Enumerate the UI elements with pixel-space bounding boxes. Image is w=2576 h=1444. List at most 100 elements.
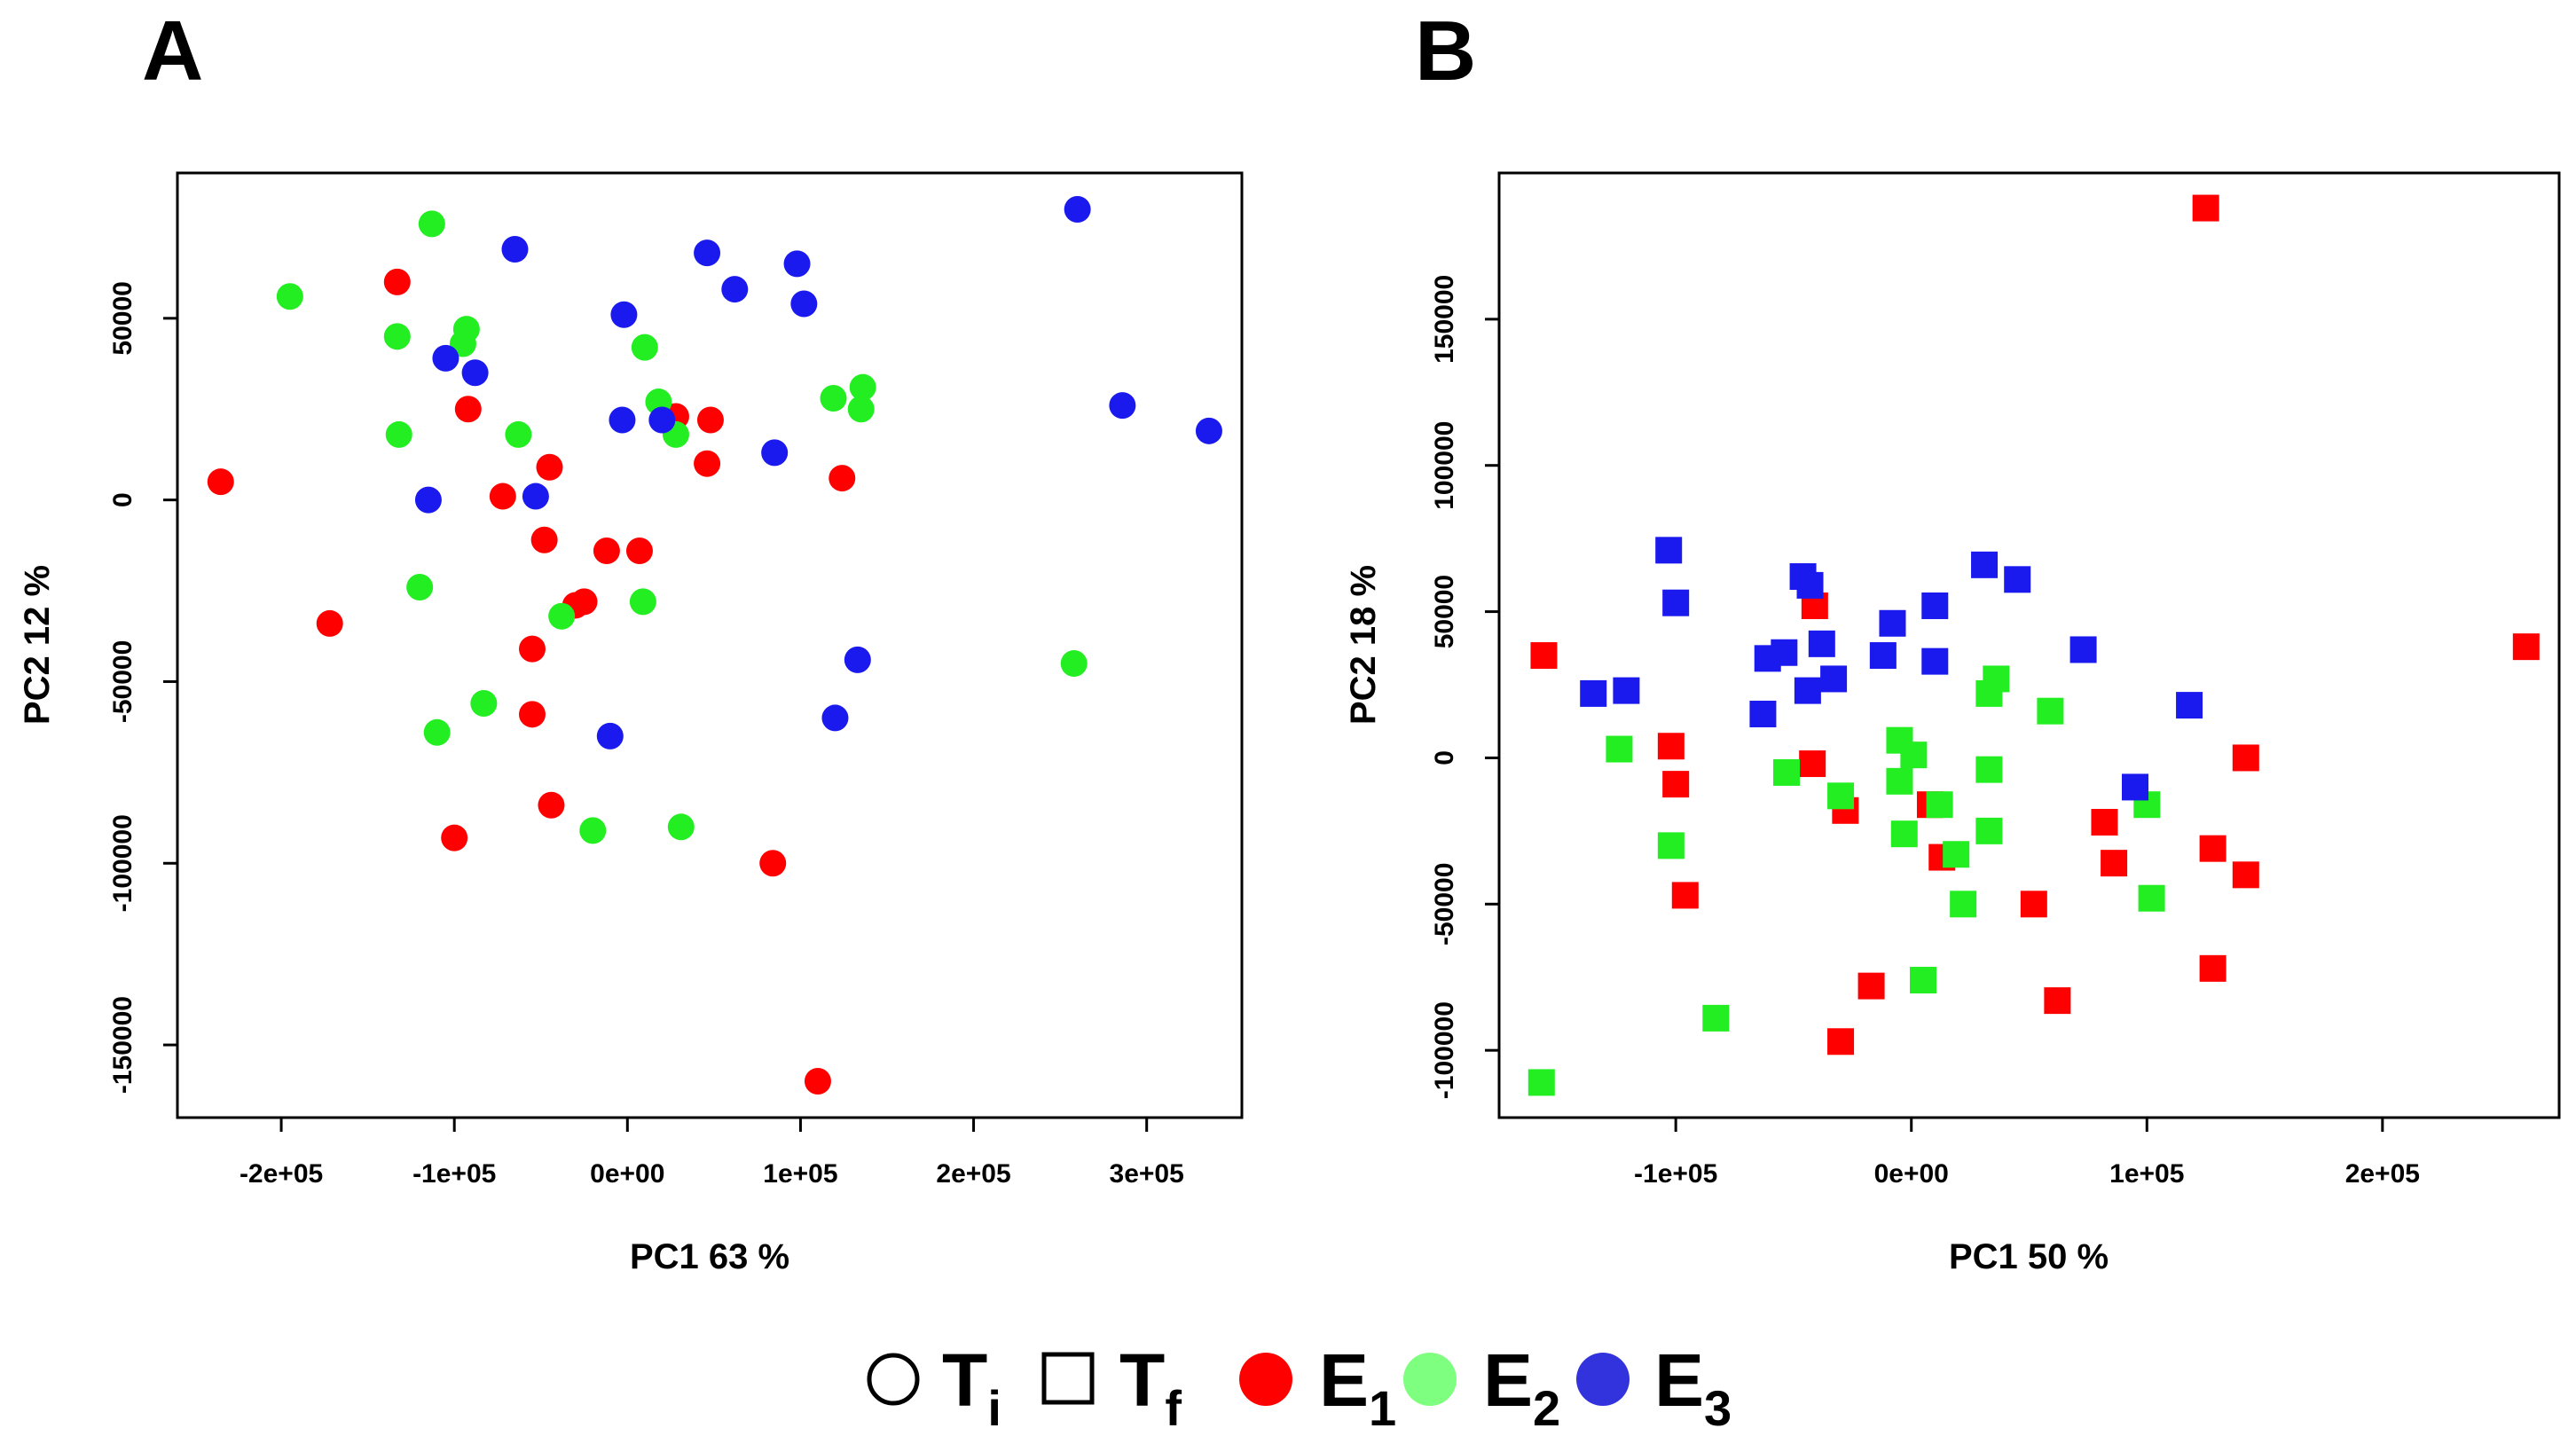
panel-a-point-e3 xyxy=(596,722,624,749)
panel-a-point-e1 xyxy=(519,635,546,663)
panel-a-point-e3 xyxy=(522,483,549,510)
panel-a-x-tick-label: 1e+05 xyxy=(763,1159,837,1189)
panel-a-x-axis-title: PC1 63 % xyxy=(630,1237,789,1276)
panel-a-point-e1 xyxy=(519,701,546,728)
legend-item-e3: E3 xyxy=(1576,1338,1732,1436)
panel-b-point-e1 xyxy=(2101,850,2128,877)
panel-b-point-e1 xyxy=(2020,891,2047,918)
panel-a-point-e2 xyxy=(406,573,434,600)
panel-a-y-axis: -150000 -100000 -50000 0 50000 xyxy=(108,281,179,1094)
panel-b-point-e3 xyxy=(1796,571,1824,599)
panel-b-point-e2 xyxy=(1900,742,1928,769)
panel-a-point-e1 xyxy=(538,791,565,819)
panel-a-point-e1 xyxy=(759,850,787,877)
panel-b-point-e3 xyxy=(1613,677,1640,704)
panel-a-x-tick-label: 2e+05 xyxy=(936,1159,1010,1189)
panel-b-point-e2 xyxy=(1975,756,2003,783)
panel-b-point-e2 xyxy=(1657,832,1685,859)
panel-b-point-e2 xyxy=(1983,665,2010,693)
panel-b-point-e3 xyxy=(1771,639,1798,666)
panel-b-points xyxy=(1528,194,2540,1096)
legend-item-ti: Ti xyxy=(867,1338,1001,1436)
legend-label-e1: E1 xyxy=(1319,1338,1396,1436)
panel-a-point-e1 xyxy=(489,483,516,510)
panel-a-x-tick-label: -2e+05 xyxy=(240,1159,323,1189)
panel-a-point-e3 xyxy=(1064,195,1091,223)
panel-b-point-e1 xyxy=(2044,987,2071,1015)
panel-a-point-e3 xyxy=(721,276,749,303)
panel-a-point-e2 xyxy=(385,420,412,448)
panel-b-point-e2 xyxy=(1528,1069,1555,1096)
panel-b-plot-frame xyxy=(1497,171,2561,1119)
panel-b-point-e3 xyxy=(2004,566,2031,593)
panel-a-point-e3 xyxy=(501,236,529,263)
panel-b-point-e1 xyxy=(2091,808,2118,836)
panel-a-point-e2 xyxy=(276,283,303,310)
panel-a-point-e1 xyxy=(441,824,468,851)
panel-a-point-e2 xyxy=(548,602,576,630)
panel-b-point-e2 xyxy=(1926,791,1953,819)
panel-a-point-e1 xyxy=(383,268,411,295)
panel-a-point-e2 xyxy=(820,384,847,412)
panel-a-x-tick-label: 0e+00 xyxy=(590,1159,664,1189)
panel-a-point-e3 xyxy=(790,290,818,318)
panel-b-point-e1 xyxy=(2512,633,2540,661)
panel-b-point-e3 xyxy=(2176,692,2203,719)
panel-b-point-e1 xyxy=(2192,194,2219,222)
panel-a-point-e2 xyxy=(1060,649,1088,677)
panel-a: A -2e+05 -1e+05 0e+00 1e+05 2e+05 3e+05 -1500… xyxy=(18,4,1244,1276)
panel-a-point-e1 xyxy=(530,526,558,553)
panel-a-letter: A xyxy=(142,4,203,98)
panel-b-point-e3 xyxy=(1749,700,1777,727)
panel-a-point-e1 xyxy=(593,538,620,564)
panel-b-point-e1 xyxy=(1671,882,1699,909)
panel-b-x-tick-label: 0e+00 xyxy=(1874,1159,1949,1189)
panel-a-point-e3 xyxy=(414,486,442,514)
legend-label-tf: Tf xyxy=(1119,1338,1182,1436)
panel-a-point-e1 xyxy=(625,538,653,564)
panel-b-y-tick-label: -50000 xyxy=(1430,863,1459,946)
panel-a-points xyxy=(207,195,1222,1095)
panel-b-point-e3 xyxy=(1580,679,1607,707)
legend-open-square-marker xyxy=(1041,1352,1095,1405)
panel-a-point-e1 xyxy=(804,1068,831,1095)
panel-b-point-e2 xyxy=(1606,735,1633,763)
panel-b-point-e2 xyxy=(1827,782,1855,810)
panel-b-point-e1 xyxy=(1857,972,1885,1000)
panel-b-x-axis-title: PC1 50 % xyxy=(1949,1237,2109,1276)
panel-a-point-e3 xyxy=(821,704,849,732)
panel-a-point-e3 xyxy=(432,344,459,372)
panel-b-point-e3 xyxy=(1808,630,1835,657)
panel-a-plot-frame xyxy=(176,171,1244,1119)
panel-a-point-e2 xyxy=(629,588,656,616)
legend-item-e1: E1 xyxy=(1239,1338,1396,1436)
panel-a-point-e2 xyxy=(470,690,498,718)
panel-b-point-e3 xyxy=(1869,642,1897,670)
panel-a-point-e3 xyxy=(694,239,721,267)
panel-b-y-tick-label: 150000 xyxy=(1430,275,1459,364)
panel-b-point-e1 xyxy=(2199,954,2227,982)
panel-b-point-e3 xyxy=(2122,773,2148,801)
panel-a-point-e3 xyxy=(1109,392,1136,420)
legend-item-tf: Tf xyxy=(1041,1338,1182,1436)
panel-b-point-e1 xyxy=(1662,771,1690,798)
panel-a-point-e2 xyxy=(579,817,607,844)
panel-a-point-e1 xyxy=(207,468,234,496)
panel-b-point-e2 xyxy=(1943,841,1970,868)
panel-b-y-axis: -100000 -50000 0 50000 100000 150000 xyxy=(1430,275,1501,1099)
legend-e2-marker xyxy=(1403,1353,1457,1406)
panel-b-point-e2 xyxy=(1890,820,1918,848)
panel-b-point-e1 xyxy=(2199,835,2227,862)
panel-b-point-e2 xyxy=(1886,767,1913,795)
panel-a-point-e3 xyxy=(609,406,636,434)
panel-a-point-e1 xyxy=(829,465,856,492)
panel-a-point-e1 xyxy=(454,396,482,423)
panel-a-y-tick-label: -50000 xyxy=(108,640,137,723)
panel-b-point-e1 xyxy=(1827,1028,1855,1056)
panel-a-point-e3 xyxy=(783,250,811,278)
panel-a-point-e3 xyxy=(648,406,676,434)
panel-b-point-e3 xyxy=(1971,551,1999,578)
panel-a-point-e3 xyxy=(1195,417,1222,444)
panel-a-point-e2 xyxy=(849,373,876,401)
